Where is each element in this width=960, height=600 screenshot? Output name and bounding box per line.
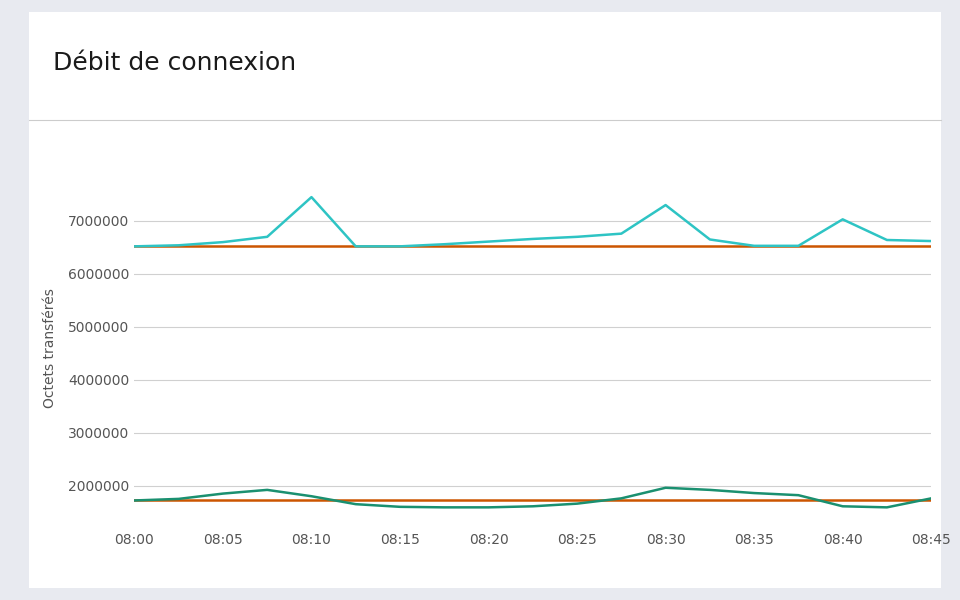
Text: Débit de connexion: Débit de connexion	[53, 51, 296, 75]
Y-axis label: Octets transférés: Octets transférés	[43, 288, 57, 408]
